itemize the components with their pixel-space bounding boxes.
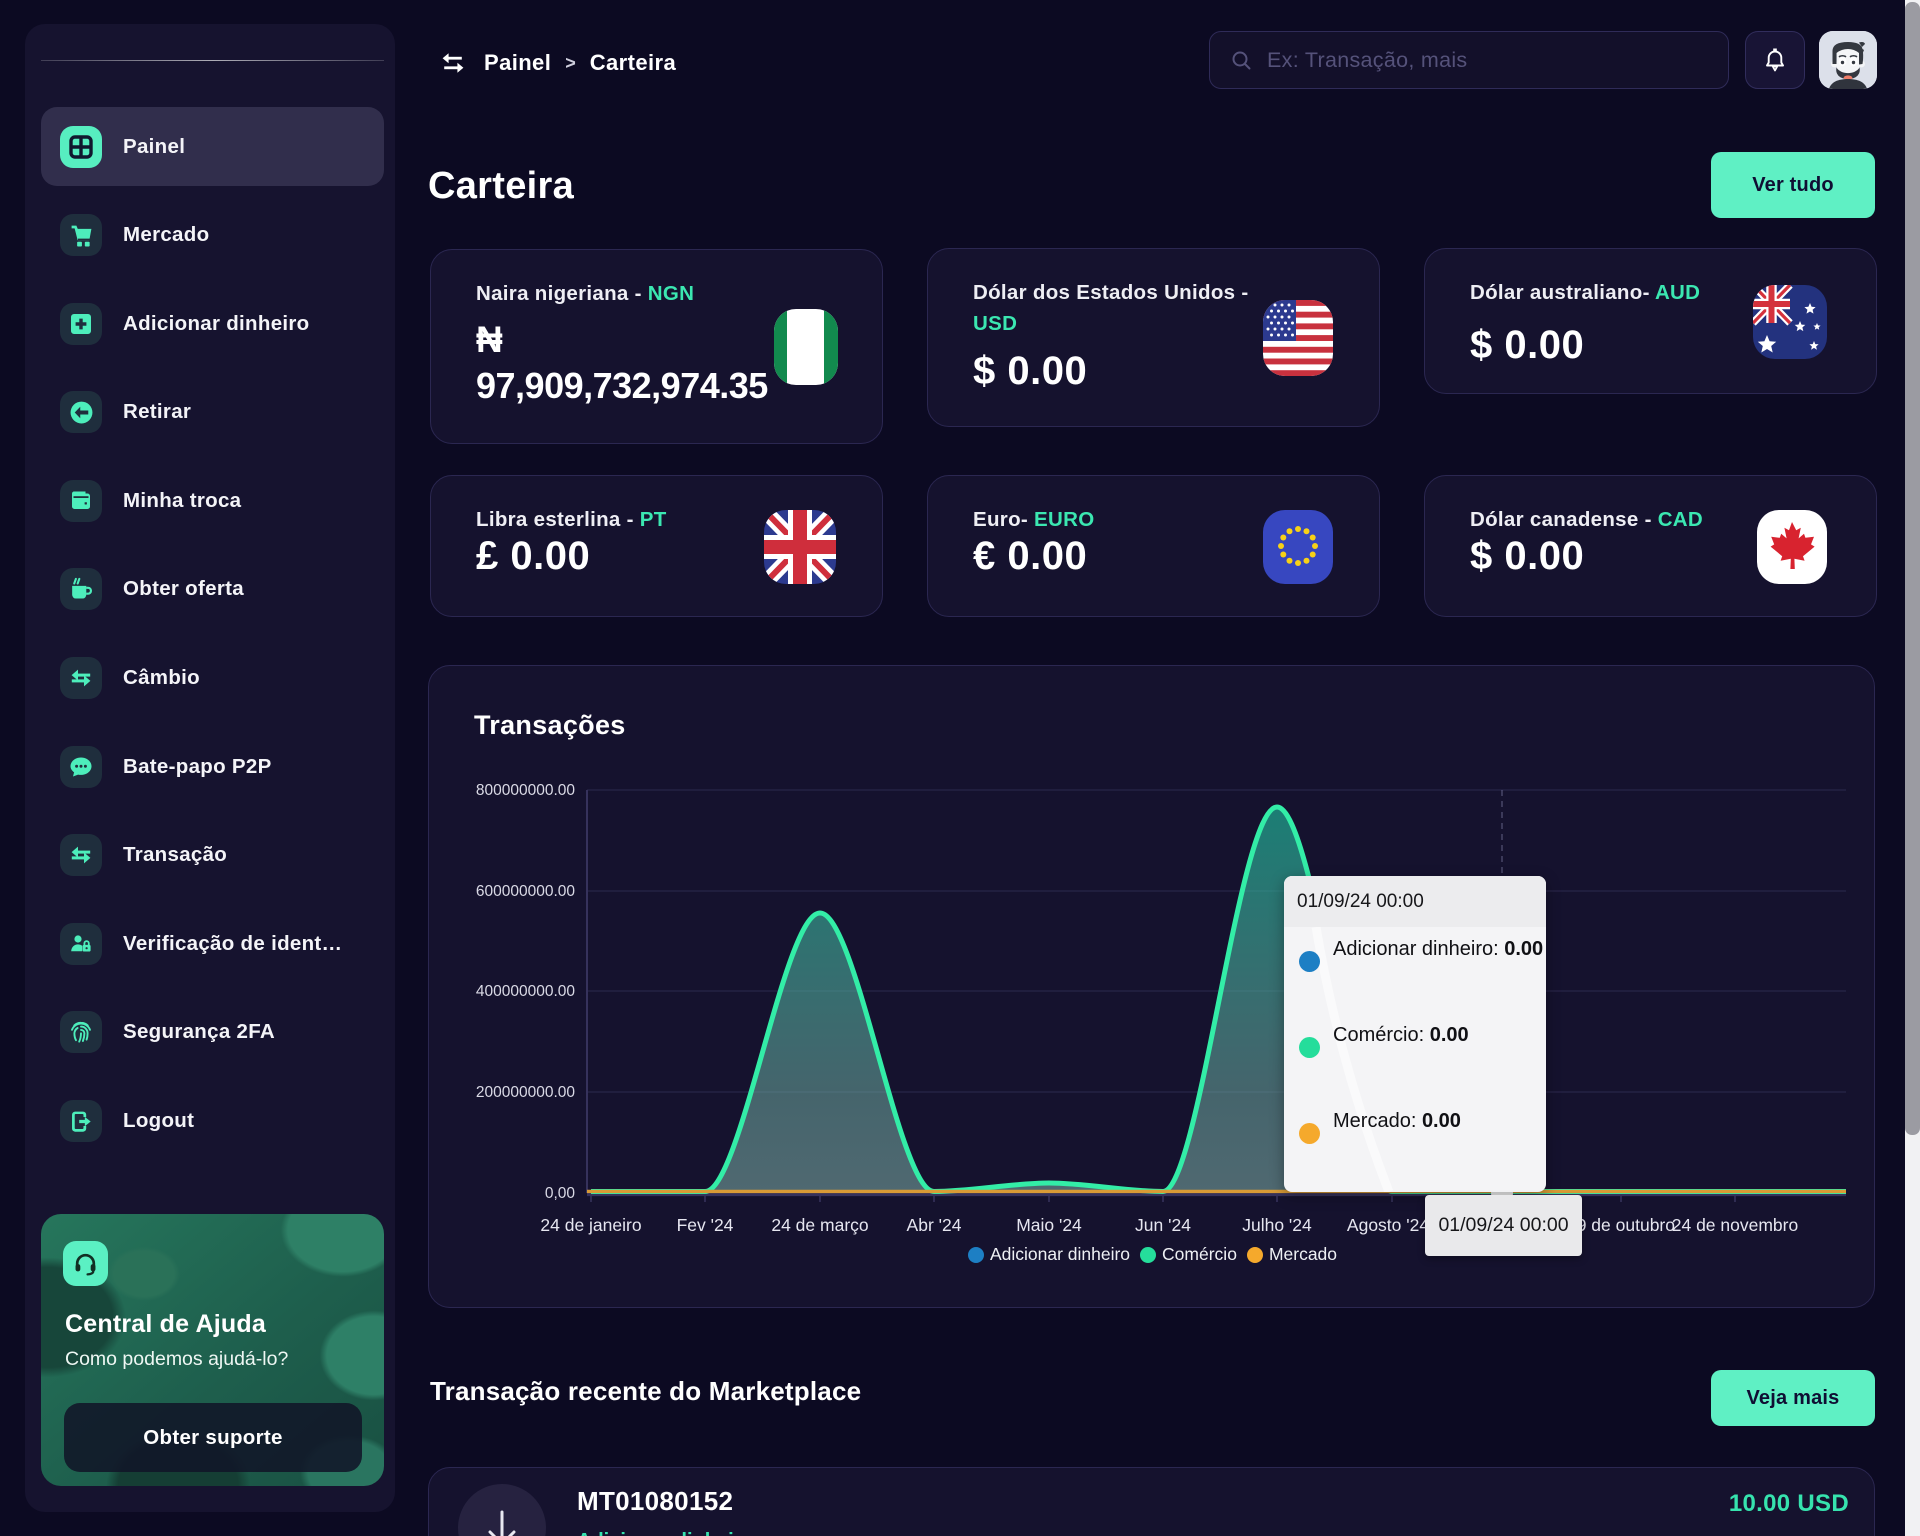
svg-text:29 de outubro: 29 de outubro — [1567, 1215, 1675, 1235]
svg-text:800000000.00: 800000000.00 — [476, 782, 576, 799]
svg-text:Fev '24: Fev '24 — [677, 1215, 734, 1235]
svg-text:200000000.00: 200000000.00 — [476, 1084, 576, 1101]
svg-text:Jun '24: Jun '24 — [1135, 1215, 1191, 1235]
svg-text:Abr '24: Abr '24 — [907, 1215, 962, 1235]
svg-text:24 de março: 24 de março — [771, 1215, 868, 1235]
svg-text:Agosto '24: Agosto '24 — [1347, 1215, 1429, 1235]
svg-text:0,00: 0,00 — [545, 1185, 576, 1202]
svg-text:Maio '24: Maio '24 — [1016, 1215, 1082, 1235]
svg-text:24 de novembro: 24 de novembro — [1672, 1215, 1798, 1235]
svg-text:400000000.00: 400000000.00 — [476, 983, 576, 1000]
svg-text:24 de janeiro: 24 de janeiro — [540, 1215, 641, 1235]
svg-text:600000000.00: 600000000.00 — [476, 883, 576, 900]
svg-text:Julho '24: Julho '24 — [1242, 1215, 1312, 1235]
